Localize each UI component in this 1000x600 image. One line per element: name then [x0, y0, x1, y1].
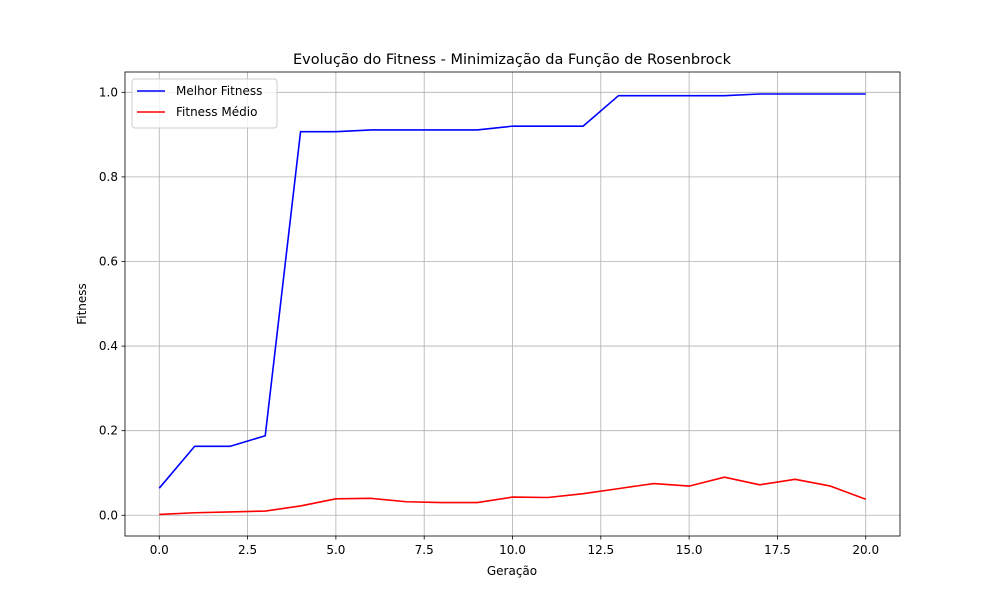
chart-title: Evolução do Fitness - Minimização da Fun… — [293, 52, 732, 68]
x-tick-label: 12.5 — [587, 543, 614, 557]
y-tick-label: 0.6 — [99, 254, 118, 268]
x-tick-label: 20.0 — [852, 543, 879, 557]
y-tick-label: 0.4 — [99, 339, 118, 353]
x-tick-label: 0.0 — [150, 543, 169, 557]
x-tick-label: 17.5 — [764, 543, 791, 557]
x-axis-label: Geração — [487, 564, 537, 578]
grid — [125, 72, 900, 536]
x-axis-ticks: 0.0 2.5 5.0 7.5 10.0 12.5 15.0 17.5 20.0 — [150, 536, 879, 557]
legend-box — [131, 78, 278, 129]
y-axis-label: Fitness — [75, 283, 89, 325]
legend-label-fitness-medio: Fitness Médio — [176, 105, 257, 119]
x-tick-label: 2.5 — [238, 543, 257, 557]
series-line-melhor-fitness — [158, 93, 866, 489]
y-tick-label: 0.2 — [99, 424, 118, 438]
series-line-fitness-medio — [159, 476, 867, 516]
x-tick-label: 10.0 — [499, 543, 526, 557]
legend-label-melhor-fitness: Melhor Fitness — [176, 84, 262, 98]
series-layer — [158, 93, 867, 516]
y-axis-ticks: 0.0 0.2 0.4 0.6 0.8 1.0 — [99, 85, 125, 522]
x-tick-label: 7.5 — [415, 543, 434, 557]
legend: Melhor Fitness Fitness Médio — [131, 78, 278, 129]
y-tick-label: 1.0 — [99, 85, 118, 99]
y-tick-label: 0.0 — [99, 508, 118, 522]
x-tick-label: 5.0 — [326, 543, 345, 557]
x-tick-label: 15.0 — [676, 543, 703, 557]
y-tick-label: 0.8 — [99, 170, 118, 184]
